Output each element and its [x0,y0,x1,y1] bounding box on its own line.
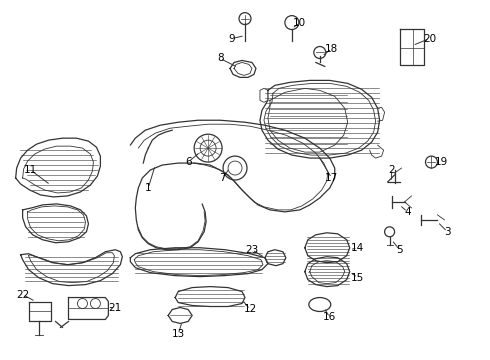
Text: 17: 17 [325,173,339,183]
Text: 6: 6 [185,157,192,167]
Text: 21: 21 [109,302,122,312]
Text: 9: 9 [229,33,235,44]
Text: 5: 5 [396,245,403,255]
Text: 11: 11 [24,165,37,175]
Text: 14: 14 [351,243,364,253]
Text: 19: 19 [435,157,448,167]
Text: 4: 4 [404,207,411,217]
Text: 22: 22 [16,289,29,300]
Text: 16: 16 [323,312,336,323]
Text: 12: 12 [244,305,257,315]
Text: 7: 7 [219,173,225,183]
Text: 10: 10 [294,18,306,28]
Text: 18: 18 [325,44,339,54]
Text: 3: 3 [444,227,451,237]
Text: 13: 13 [172,329,185,339]
Text: 2: 2 [388,165,395,175]
Text: 8: 8 [217,54,223,63]
Text: 15: 15 [351,273,364,283]
Text: 23: 23 [245,245,259,255]
Text: 20: 20 [423,33,436,44]
Text: 1: 1 [145,183,151,193]
